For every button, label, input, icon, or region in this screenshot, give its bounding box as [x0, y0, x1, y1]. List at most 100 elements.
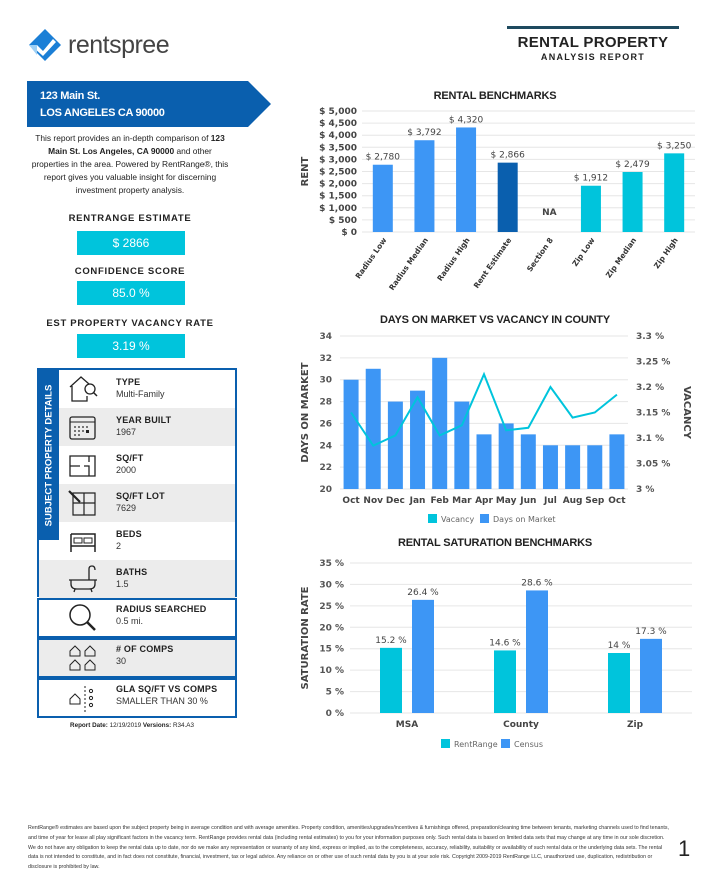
x-tick-label: County [503, 720, 539, 730]
y-tick-label: 30 [319, 376, 332, 386]
x-tick-label: Aug [563, 496, 583, 506]
description-text: This report provides an in-depth compari… [35, 133, 211, 143]
x-tick-label: Oct [608, 496, 626, 506]
address: 123 Main St. LOS ANGELES CA 90000 [40, 88, 165, 122]
address-line2: LOS ANGELES CA 90000 [40, 107, 165, 119]
bar [640, 638, 662, 713]
y-tick-label: $ 4,000 [319, 131, 357, 141]
bar [497, 162, 518, 232]
bar [476, 434, 492, 489]
y2-axis-label: VACANCY [681, 386, 692, 440]
detail-row-type: TYPE Multi-Family [59, 370, 235, 408]
report-description: This report provides an in-depth compari… [30, 132, 230, 197]
detail-row-beds: BEDS 2 [59, 522, 235, 560]
baths-value: 1.5 [116, 579, 129, 589]
data-label: $ 2,479 [615, 160, 650, 170]
report-date: Report Date: 12/19/2019 Versions: R34.A3 [27, 722, 237, 729]
disclaimer: RentRange® estimates are based upon the … [28, 825, 669, 871]
y-tick-label: 0 % [326, 709, 344, 719]
year-built-value: 1967 [116, 427, 137, 437]
detail-row-sqft-lot: SQ/FT LOT 7629 [59, 484, 235, 522]
y-tick-label: 35 % [319, 559, 344, 569]
bar [520, 434, 536, 489]
bar [609, 434, 625, 489]
x-tick-label: Nov [363, 496, 383, 506]
radius-label: RADIUS SEARCHED [116, 604, 207, 614]
logo-text: rentspree [68, 30, 170, 59]
x-tick-label: Jan [409, 496, 426, 506]
comps-box: # OF COMPS 30 [37, 638, 237, 678]
x-tick-label: Jul [543, 496, 557, 506]
x-tick-label: Zip [627, 720, 644, 730]
x-tick-label: Radius Low [354, 236, 389, 281]
y-tick-label: $ 4,500 [319, 119, 357, 129]
data-label: 14.6 % [489, 638, 521, 648]
y-axis-label: SATURATION RATE [300, 586, 311, 689]
address-banner [27, 81, 271, 127]
report-title-sub: ANALYSIS REPORT [540, 52, 646, 62]
y-tick-label: $ 500 [329, 216, 357, 226]
y2-tick-label: 3.1 % [636, 434, 664, 444]
data-label: $ 1,912 [574, 174, 608, 184]
bar [494, 650, 516, 713]
data-label: 15.2 % [375, 636, 407, 646]
comps-label: # OF COMPS [116, 644, 174, 654]
legend-swatch-rentrange [441, 739, 450, 748]
legend-swatch-days [480, 514, 489, 523]
details-title: SUBJECT PROPERTY DETAILS [43, 384, 55, 526]
bed-icon [70, 533, 96, 552]
x-tick-label: Apr [475, 496, 493, 506]
saturation-chart: 0 % 5 % 10 % 15 % 20 % 25 % 30 % 35 % SATURATION… [300, 559, 692, 749]
detail-row-year-built: YEAR BUILT 1967 [59, 408, 235, 446]
vacancy-line [350, 371, 618, 447]
y-tick-label: 32 [319, 354, 332, 364]
calendar-icon [69, 416, 96, 440]
data-label: 14 % [608, 641, 631, 651]
chart2-title: DAYS ON MARKET VS VACANCY IN COUNTY [380, 314, 610, 326]
legend-label-vacancy: Vacancy [441, 515, 475, 524]
bar [622, 172, 643, 232]
chart1-title: RENTAL BENCHMARKS [433, 90, 557, 102]
y-tick-label: 10 % [319, 666, 344, 676]
data-label: 26.4 % [407, 588, 439, 598]
confidence-score-value: 85.0 % [77, 281, 185, 305]
x-tick-label: Jun [519, 496, 536, 506]
radius-value: 0.5 mi. [116, 616, 144, 626]
x-tick-label: Zip Low [570, 236, 596, 268]
lot-plan-icon [68, 490, 96, 516]
bar [414, 140, 435, 232]
bar [587, 445, 603, 489]
y2-tick-label: 3.05 % [636, 460, 670, 470]
vacancy-rate-value: 3.19 % [77, 334, 185, 358]
y-tick-label: 34 [319, 332, 332, 342]
y-tick-label: $ 0 [341, 228, 357, 238]
legend-swatch-vacancy [428, 514, 437, 523]
detail-row-sqft: SQ/FT 2000 [59, 446, 235, 484]
x-tick-label: Zip Median [604, 236, 638, 280]
bar [365, 368, 381, 489]
x-tick-label: Mar [452, 496, 472, 506]
x-tick-label: Oct [342, 496, 360, 506]
y2-tick-label: 3.15 % [636, 409, 670, 419]
sqft-lot-label: SQ/FT LOT [116, 491, 165, 501]
y-tick-label: $ 3,500 [319, 143, 357, 153]
magnifier-icon [69, 604, 96, 631]
y-tick-label: $ 1,500 [319, 192, 357, 202]
details-title-wrap: SUBJECT PROPERTY DETAILS [39, 370, 59, 540]
bar [432, 357, 448, 489]
rentspree-logo: rentspree [28, 28, 170, 62]
y-tick-label: $ 2,000 [319, 180, 357, 190]
bar [412, 599, 434, 713]
rentrange-estimate-label: RENTRANGE ESTIMATE [68, 213, 192, 224]
beds-value: 2 [116, 541, 122, 551]
x-tick-label: Radius Median [387, 236, 430, 292]
bar [565, 445, 581, 489]
page-number: 1 [678, 836, 691, 861]
x-tick-label: Dec [386, 496, 405, 506]
y-tick-label: $ 5,000 [319, 107, 357, 117]
type-value: Multi-Family [116, 389, 165, 399]
rental-benchmarks-chart: $ 0 $ 500 $ 1,000 $ 1,500 $ 2,000 $ 2,500 $ 3,… [300, 107, 695, 292]
y-tick-label: 24 [319, 441, 332, 451]
y2-tick-label: 3.2 % [636, 383, 664, 393]
description-text-end: and other properties in the area. Powere… [31, 146, 229, 195]
